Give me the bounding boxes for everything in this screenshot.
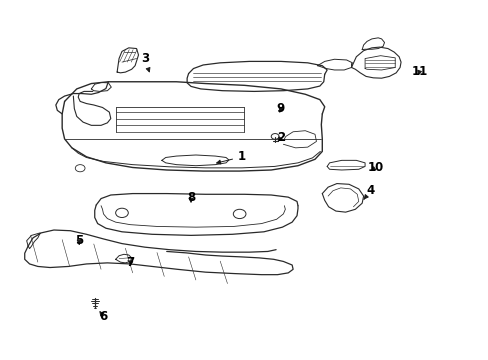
Text: 1: 1 — [216, 150, 245, 164]
Text: 10: 10 — [367, 161, 383, 174]
Text: 6: 6 — [99, 310, 107, 323]
Text: 9: 9 — [276, 102, 285, 115]
Text: 11: 11 — [410, 64, 427, 77]
Text: 4: 4 — [363, 184, 374, 199]
Text: 8: 8 — [186, 192, 195, 204]
Text: 5: 5 — [75, 234, 83, 247]
Text: 7: 7 — [126, 256, 134, 269]
Text: 2: 2 — [276, 131, 285, 144]
Text: 3: 3 — [141, 52, 150, 72]
